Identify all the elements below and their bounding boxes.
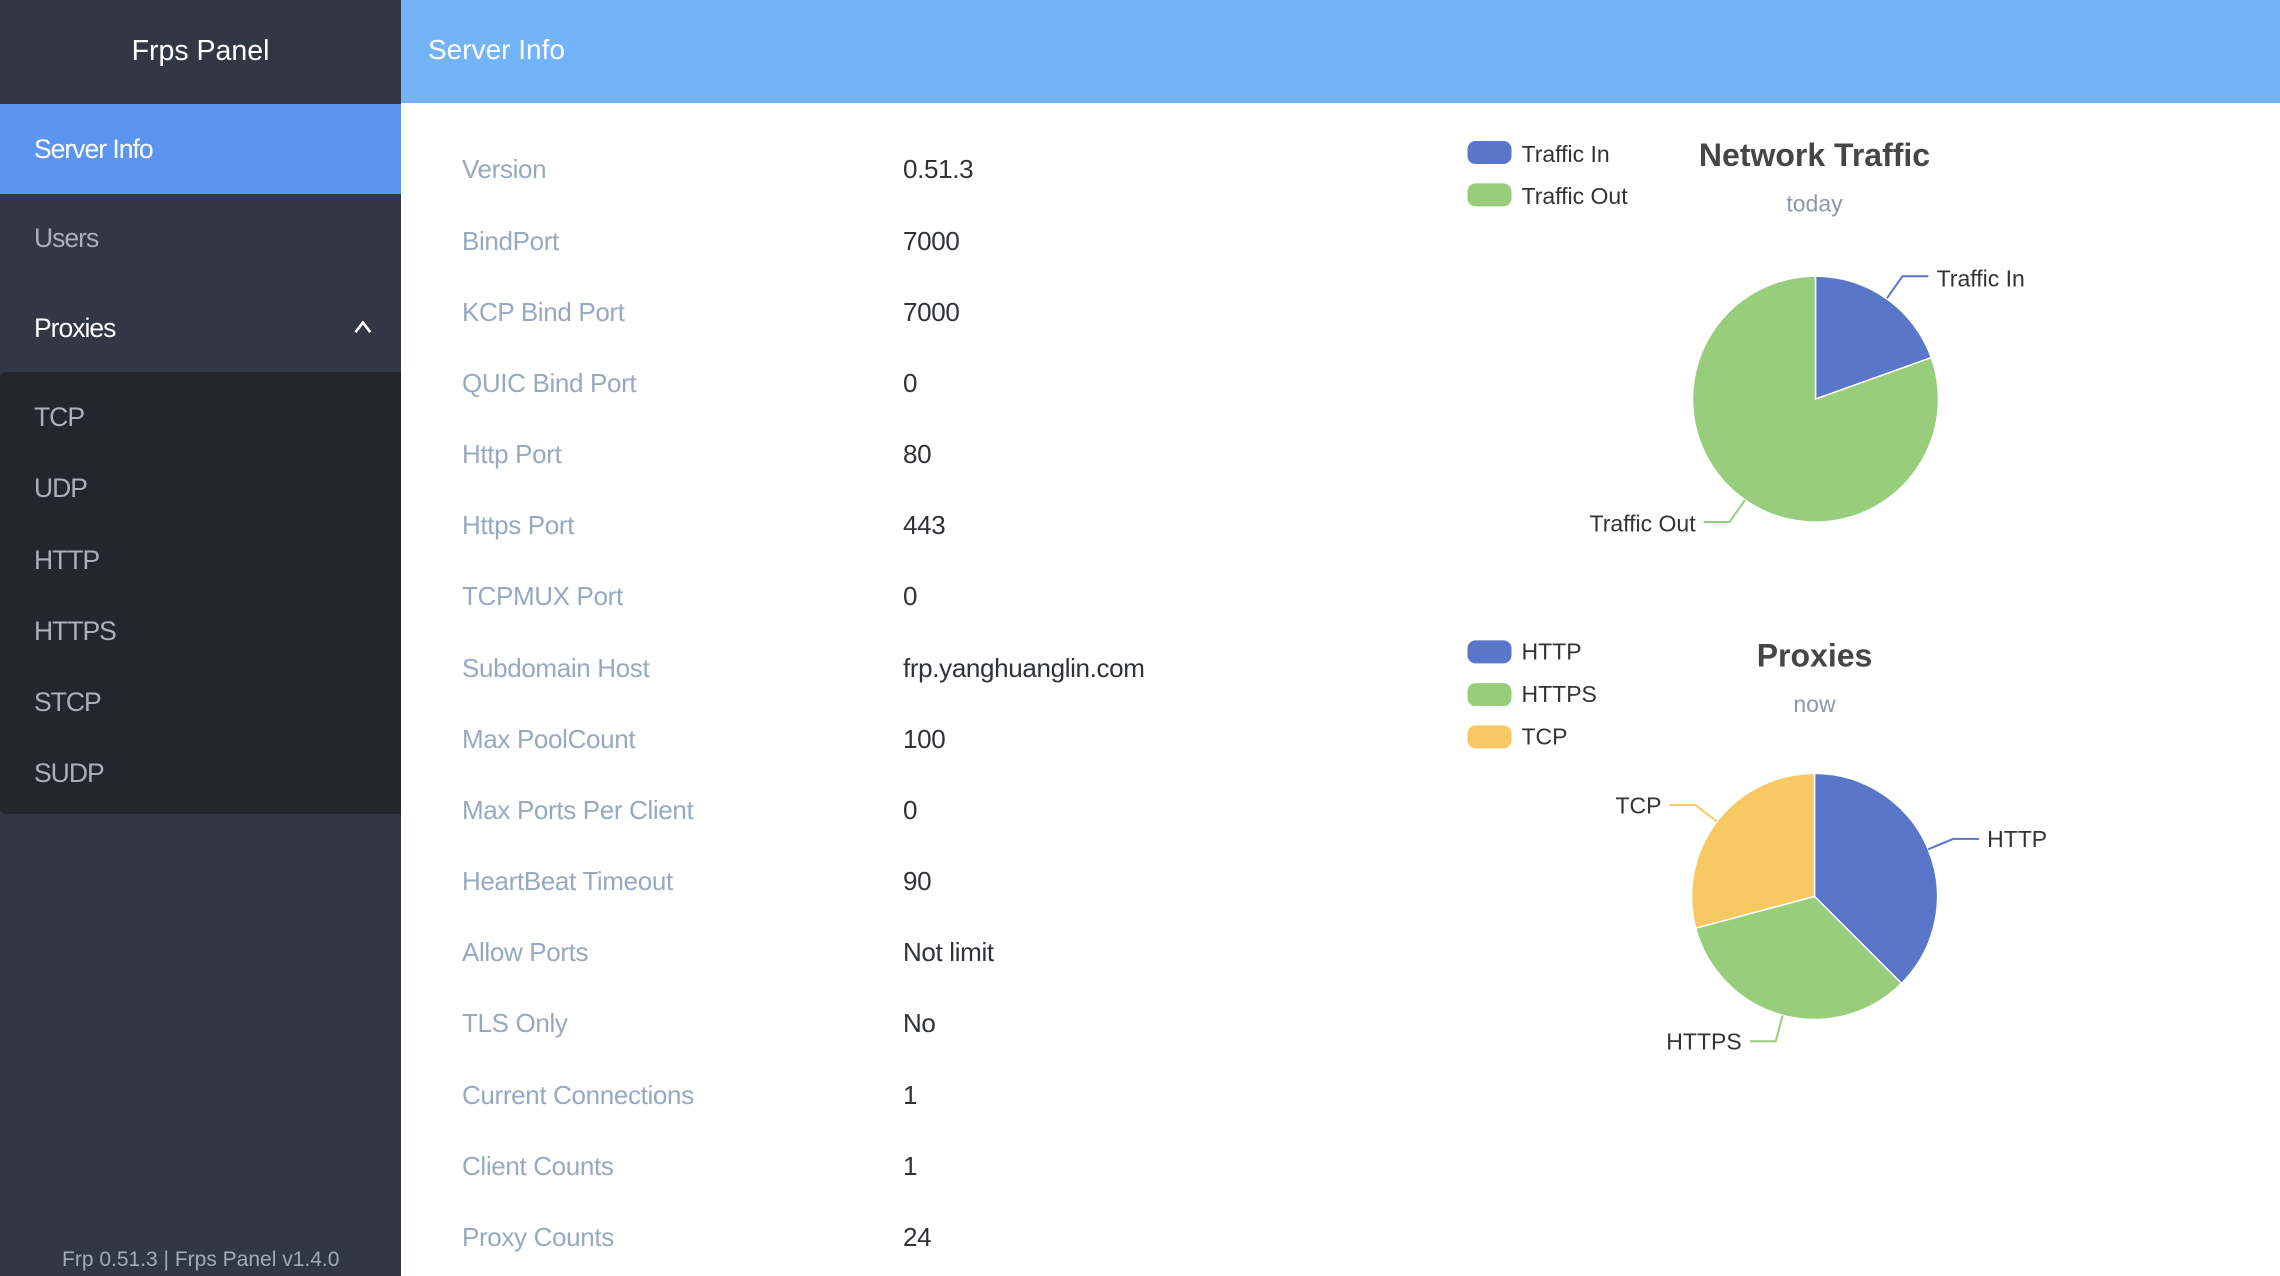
svg-text:Traffic In: Traffic In: [1522, 141, 1610, 167]
svg-text:HTTPS: HTTPS: [1522, 681, 1597, 707]
svg-text:HTTP: HTTP: [1987, 826, 2047, 852]
svg-text:HTTP: HTTP: [1522, 639, 1582, 665]
svg-text:Proxies: Proxies: [1757, 638, 1873, 674]
svg-text:TCP: TCP: [1616, 793, 1662, 819]
svg-text:Network Traffic: Network Traffic: [1699, 137, 1930, 173]
svg-text:Traffic In: Traffic In: [1937, 265, 2025, 291]
svg-text:Traffic Out: Traffic Out: [1590, 511, 1697, 537]
svg-text:today: today: [1786, 191, 1843, 217]
svg-text:Traffic Out: Traffic Out: [1522, 183, 1629, 209]
svg-text:TCP: TCP: [1522, 724, 1568, 750]
svg-text:HTTPS: HTTPS: [1666, 1029, 1741, 1055]
svg-text:now: now: [1793, 691, 1836, 717]
